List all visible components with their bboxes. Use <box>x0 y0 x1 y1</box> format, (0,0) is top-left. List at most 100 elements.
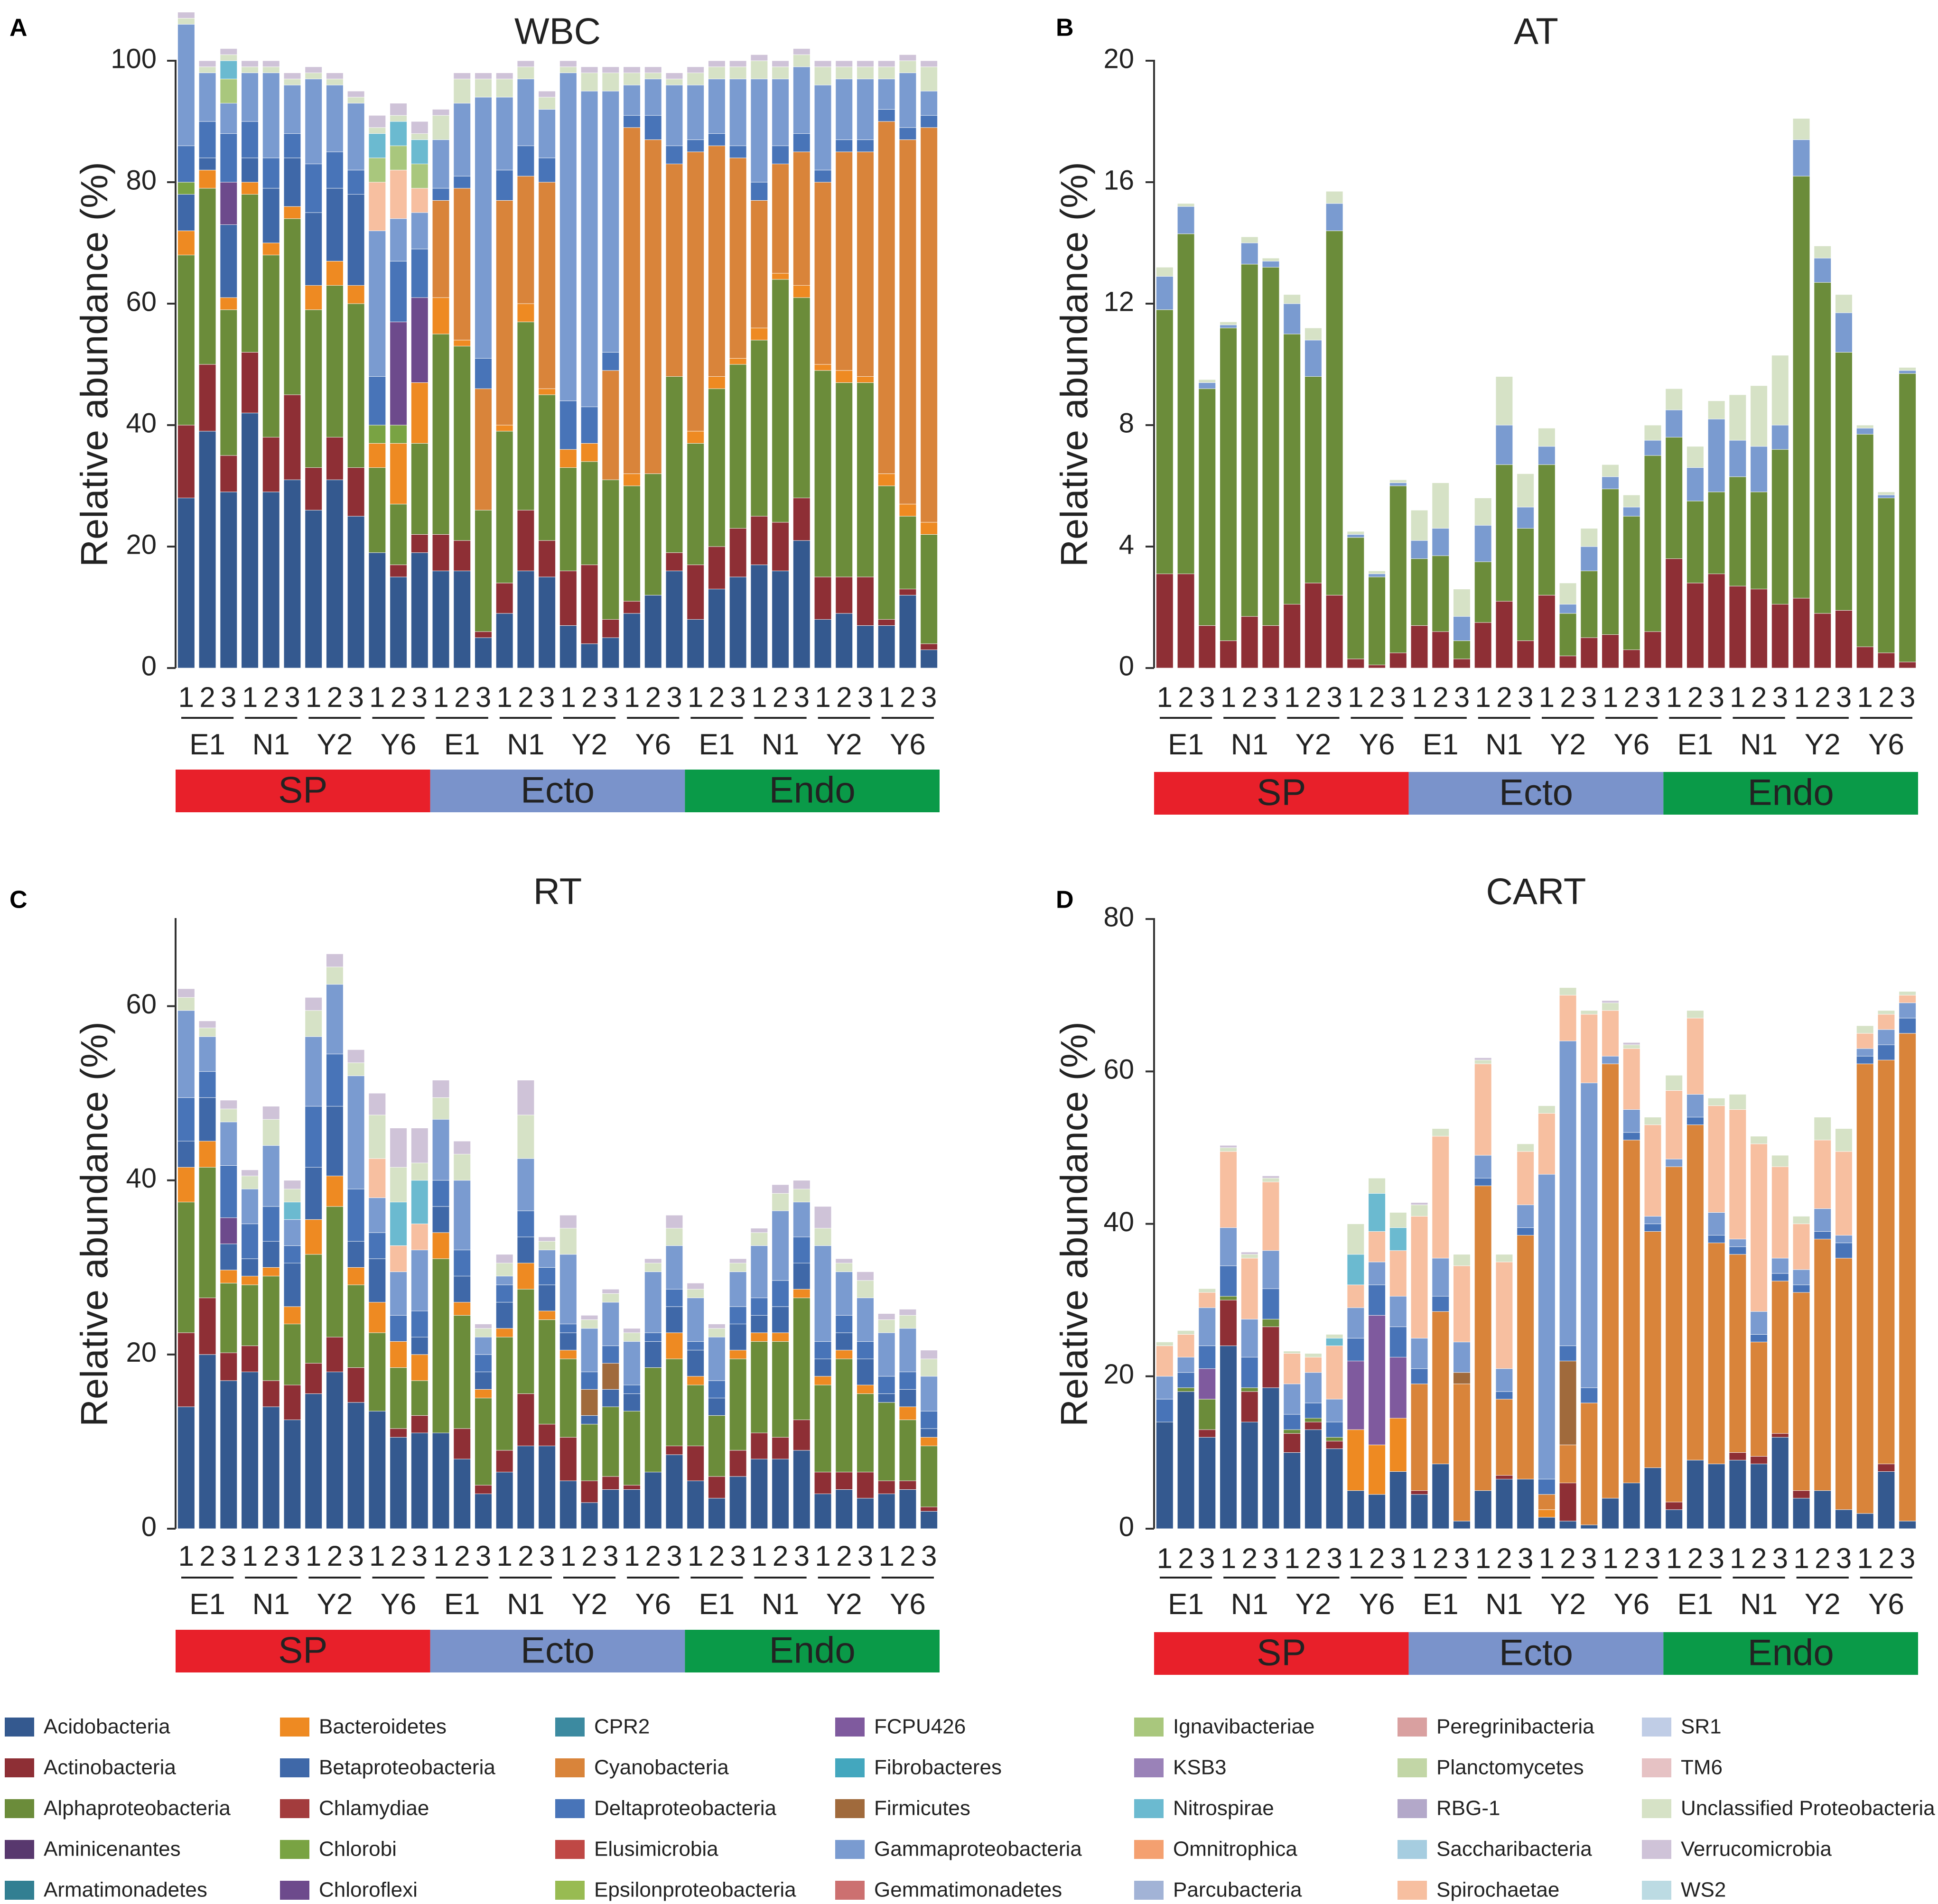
bar <box>1474 1057 1492 1529</box>
bar-segment-alphaproteobacteria <box>390 1367 407 1429</box>
bar-segment-gammaproteobacteria <box>1347 1307 1365 1338</box>
bar-segment-unclassified-proteobacteria <box>1877 1010 1895 1015</box>
bar <box>347 91 365 669</box>
tissue-band-endo <box>685 1630 940 1672</box>
bar-segment-verrucomicrobia <box>750 54 768 61</box>
bar-segment-actinobacteria <box>517 1393 535 1446</box>
bar-segment-unclassified-proteobacteria <box>750 60 768 79</box>
bar-segment-verrucomicrobia <box>347 91 365 98</box>
bar-segment-unclassified-proteobacteria <box>708 66 726 79</box>
replicate-label: 3 <box>1326 681 1342 713</box>
bar-segment-deltaproteobacteria <box>877 1376 895 1394</box>
bar-segment-actinobacteria <box>920 643 938 650</box>
bar <box>814 60 832 669</box>
bar-segment-alphaproteobacteria <box>326 1206 344 1337</box>
replicate-label: 3 <box>1454 681 1470 713</box>
bar-segment-unclassified-proteobacteria <box>283 1189 301 1203</box>
bar-segment-unclassified-proteobacteria <box>1559 987 1577 996</box>
bar-segment-verrucomicrobia <box>623 66 641 74</box>
bar-segment-gammaproteobacteria <box>1602 476 1619 489</box>
bar-segment-unclassified-proteobacteria <box>1474 498 1492 526</box>
legend-swatch <box>555 1799 585 1818</box>
bar <box>1432 1128 1450 1529</box>
bar-segment-unclassified-proteobacteria <box>220 1108 238 1123</box>
bar-segment-unclassified-proteobacteria <box>1368 570 1386 574</box>
bar-segment-gammaproteobacteria <box>1665 1159 1683 1167</box>
bar-segment-alphaproteobacteria <box>665 376 683 553</box>
replicate-label: 3 <box>730 1540 745 1572</box>
bar-segment-actinobacteria <box>750 516 768 565</box>
legend-swatch <box>1642 1718 1671 1737</box>
legend-label: Fibrobacteres <box>874 1756 1002 1779</box>
legend-label: Peregrinibacteria <box>1436 1715 1594 1738</box>
bar-segment-actinobacteria <box>1792 1490 1810 1499</box>
bar-segment-cyanobacteria <box>899 139 917 504</box>
bar-segment-cyanobacteria <box>1495 1399 1513 1476</box>
replicate-label: 2 <box>645 681 661 713</box>
bar-segment-alphaproteobacteria <box>1686 501 1704 584</box>
legend-item: Armatimonadetes <box>5 1878 207 1902</box>
y-tick-label: 20 <box>126 529 157 560</box>
replicate-label: 2 <box>1305 681 1321 713</box>
bar-segment-cyanobacteria <box>1580 1402 1598 1525</box>
bar-segment-verrucomicrobia <box>644 1258 662 1263</box>
replicate-label: 1 <box>1603 681 1618 713</box>
bar-segment-unclassified-proteobacteria <box>432 1097 450 1120</box>
bar-segment-alphaproteobacteria <box>262 1276 280 1381</box>
bar-segment-gammaproteobacteria <box>708 1337 726 1381</box>
panel-letter: D <box>1056 886 1074 914</box>
bar-segment-actinobacteria <box>857 576 874 626</box>
bar-segment-alphaproteobacteria <box>1644 455 1662 632</box>
replicate-label: 1 <box>1539 681 1555 713</box>
bar-segment-verrucomicrobia <box>475 73 492 79</box>
bar-segment-unclassified-proteobacteria <box>1835 1128 1853 1152</box>
legend-item: Planctomycetes <box>1398 1756 1584 1779</box>
bar-segment-spirochaetae <box>1644 1124 1662 1217</box>
bar-segment-actinobacteria <box>1198 625 1216 669</box>
bar-segment-deltaproteobacteria <box>220 133 238 183</box>
bar-segment-deltaproteobacteria <box>1707 1235 1725 1244</box>
replicate-label: 1 <box>560 1540 576 1572</box>
bar-segment-verrucomicrobia <box>708 60 726 67</box>
site-label: Y2 <box>571 728 607 761</box>
bar-segment-actinobacteria <box>1517 641 1534 669</box>
bar-segment-verrucomicrobia <box>220 48 238 55</box>
bar-segment-actinobacteria <box>1220 641 1237 669</box>
bar-segment-actinobacteria <box>262 437 280 492</box>
bar-segment-actinobacteria <box>835 576 853 614</box>
bar <box>198 60 216 669</box>
bar <box>1814 1117 1832 1529</box>
bar-segment-actinobacteria <box>1347 659 1365 669</box>
site-label: Y6 <box>1359 1588 1395 1621</box>
bar <box>1517 474 1534 669</box>
bar-segment-gammaproteobacteria <box>347 1076 365 1189</box>
bar-segment-gammaproteobacteria <box>1729 1239 1747 1247</box>
bar-segment-gammaproteobacteria <box>1453 616 1471 641</box>
site-label: Y2 <box>1805 728 1841 761</box>
bar-segment-acidobacteria <box>1644 1467 1662 1529</box>
replicate-label: 2 <box>900 681 915 713</box>
bar <box>1304 1353 1322 1529</box>
bar-segment-spirochaetae <box>1771 1166 1789 1259</box>
bar-segment-alphaproteobacteria <box>517 1289 535 1394</box>
bar <box>1877 1010 1895 1529</box>
bar-segment-cyanobacteria <box>920 127 938 523</box>
bar <box>1686 446 1704 669</box>
bar <box>177 988 195 1529</box>
bar-segment-actinobacteria <box>475 1485 492 1494</box>
bar <box>1262 1175 1280 1529</box>
bar-segment-actinobacteria <box>814 576 832 620</box>
bar-segment-gammaproteobacteria <box>411 1250 429 1311</box>
bar-segment-deltaproteobacteria <box>1644 1224 1662 1232</box>
bar <box>1517 1143 1534 1529</box>
bar-segment-bacteroidetes <box>347 1267 365 1285</box>
bar-segment-deltaproteobacteria <box>708 1380 726 1399</box>
bar-segment-betaproteobacteria <box>475 1372 492 1390</box>
bar-segment-unclassified-proteobacteria <box>1707 400 1725 419</box>
bar <box>1814 246 1832 669</box>
bar-segment-acidobacteria <box>814 1494 832 1529</box>
replicate-label: 2 <box>773 1540 788 1572</box>
bar-segment-acidobacteria <box>347 1402 365 1529</box>
bar-segment-acidobacteria <box>920 650 938 669</box>
